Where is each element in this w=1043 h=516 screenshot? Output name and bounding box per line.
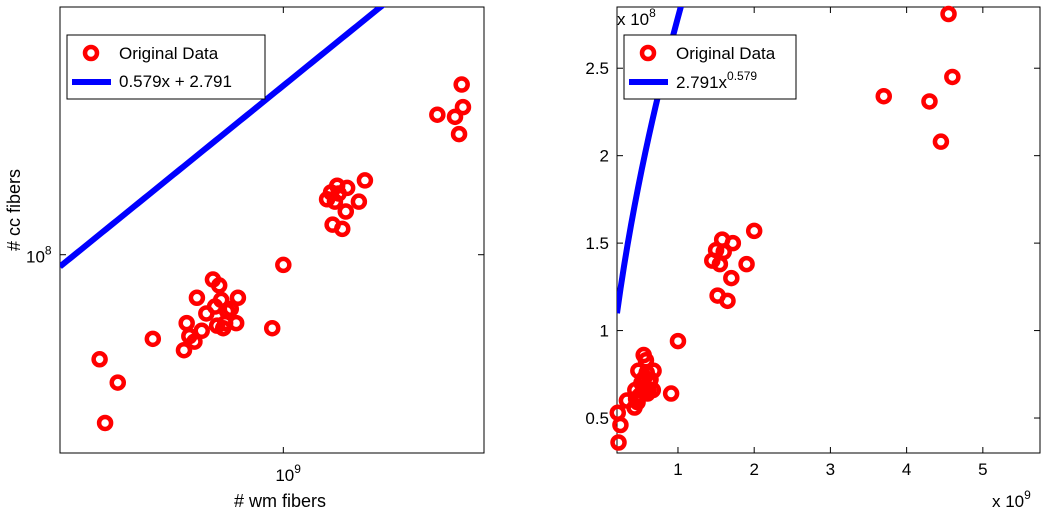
data-point <box>188 289 206 307</box>
y-tick-label: 0.5 <box>585 409 609 428</box>
data-point <box>96 414 114 432</box>
data-point <box>719 292 736 310</box>
y-tick-label: 2.5 <box>585 59 609 78</box>
legend-label: Original Data <box>119 44 219 63</box>
data-point <box>429 106 446 123</box>
data-point <box>738 255 755 273</box>
legend: Original Data 2.791x0.579 <box>623 34 797 100</box>
data-point <box>612 416 629 434</box>
data-point <box>334 220 351 238</box>
x-axis-label: # wm fibers <box>234 491 326 511</box>
data-point <box>723 269 740 287</box>
data-point <box>932 133 950 150</box>
data-point <box>186 333 203 350</box>
x-multiplier-exp: 9 <box>1024 488 1031 502</box>
x-tick-label: 1 <box>673 460 682 479</box>
x-multiplier-base: x 10 <box>992 492 1024 511</box>
data-point <box>715 243 732 261</box>
data-point <box>669 332 687 350</box>
y-tick-label: 1.5 <box>585 234 609 253</box>
plot-marks <box>60 7 386 269</box>
data-point <box>944 68 961 86</box>
data-point <box>453 76 470 93</box>
legend: Original Data 0.579x + 2.791 <box>66 34 266 100</box>
data-point <box>91 351 108 368</box>
data-point <box>229 289 247 307</box>
y-tick-label: 1 <box>600 322 609 341</box>
data-point <box>446 108 464 126</box>
data-point <box>644 381 662 399</box>
y-multiplier: x 108 <box>617 6 656 29</box>
x-tick-label: 4 <box>902 460 911 479</box>
data-point <box>724 234 742 252</box>
legend-label: 0.579x + 2.791 <box>119 72 232 91</box>
x-multiplier: x 109 <box>992 488 1031 511</box>
data-point <box>645 362 662 380</box>
legend-label: Original Data <box>676 44 776 63</box>
legend-marker <box>82 44 100 62</box>
x-tick-label: 5 <box>978 460 987 479</box>
data-point <box>610 434 627 451</box>
data-point <box>227 314 245 332</box>
y-multiplier-base: x 10 <box>617 10 649 29</box>
data-point <box>356 172 374 189</box>
data-point <box>109 374 127 391</box>
data-point <box>350 193 368 210</box>
data-point <box>144 330 162 348</box>
legend-label-base: 2.791x <box>676 73 728 92</box>
data-point <box>921 93 938 110</box>
fit-line <box>60 7 386 269</box>
legend-box <box>623 34 797 100</box>
legend-label: 2.791x0.579 <box>676 69 757 92</box>
data-point <box>875 87 893 105</box>
y-multiplier-exp: 8 <box>649 6 656 20</box>
data-point <box>193 322 210 340</box>
y-tick-label-exp: 8 <box>45 244 52 258</box>
data-point <box>263 319 281 337</box>
data-point <box>338 179 356 197</box>
data-point <box>337 203 355 220</box>
data-point <box>275 256 292 274</box>
data-point <box>454 98 472 116</box>
x-tick-label-base: 10 <box>275 466 294 485</box>
y-tick-label: 2 <box>600 147 609 166</box>
legend-label-exp: 0.579 <box>727 69 757 83</box>
legend-marker <box>639 44 657 62</box>
data-point <box>940 5 957 23</box>
data-point <box>175 341 193 359</box>
x-tick-label: 109 <box>275 462 301 485</box>
data-point <box>222 300 240 318</box>
y-tick-label-base: 10 <box>26 248 45 267</box>
legend-box <box>66 34 266 100</box>
x-tick-label: 2 <box>749 460 758 479</box>
x-tick-label-exp: 9 <box>294 462 301 476</box>
data-point <box>745 222 763 240</box>
data-point <box>662 385 680 402</box>
y-axis-label: # cc fibers <box>4 169 24 251</box>
data-point <box>210 277 228 294</box>
y-tick-label: 108 <box>26 244 52 267</box>
x-tick-label: 3 <box>826 460 835 479</box>
data-point <box>450 125 468 143</box>
